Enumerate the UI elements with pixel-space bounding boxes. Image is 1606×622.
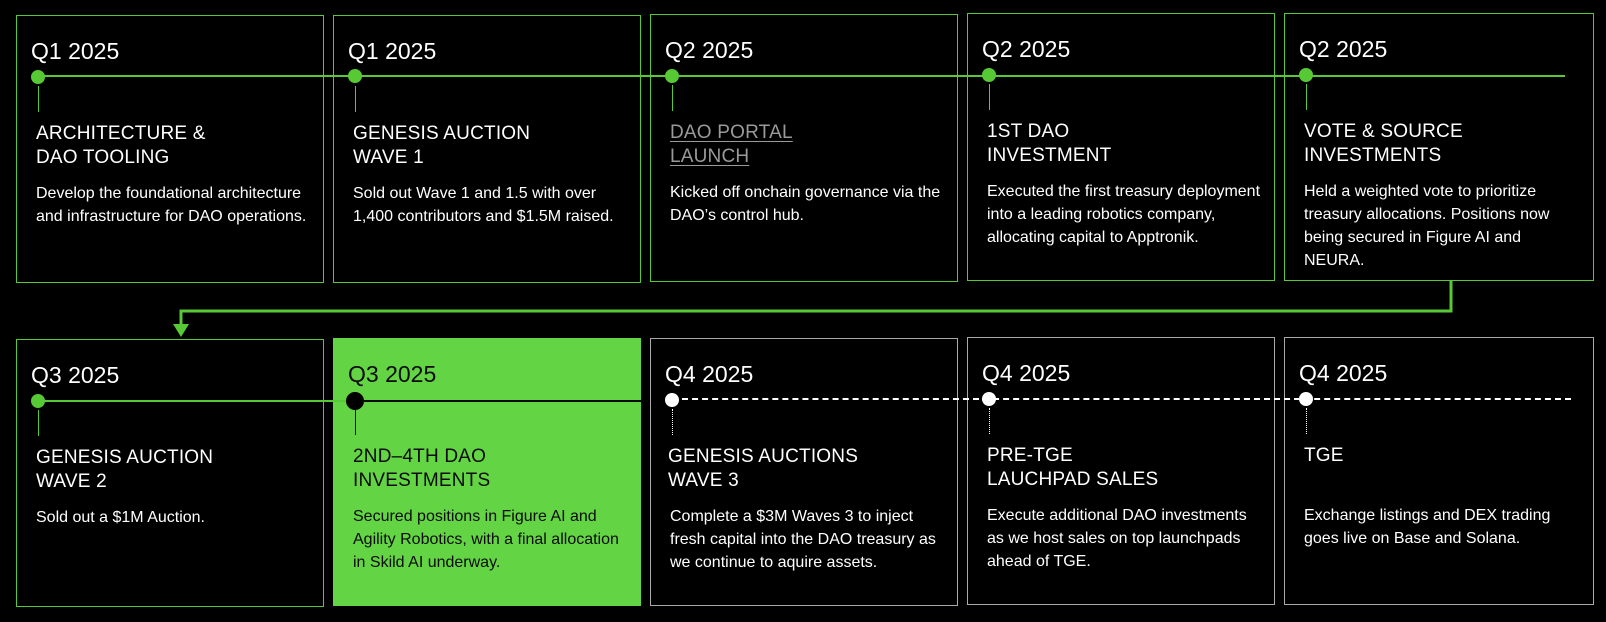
milestone-quarter: Q3 2025: [348, 361, 437, 387]
milestone-quarter: Q4 2025: [665, 361, 754, 387]
milestone-description: Sold out Wave 1 and 1.5 with over 1,400 …: [353, 185, 614, 225]
timeline-dot: [31, 70, 45, 84]
milestone-card-2: Q1 2025 GENESIS AUCTION WAVE 1 Sold out …: [333, 15, 641, 283]
milestone-quarter: Q2 2025: [982, 36, 1071, 62]
milestone-quarter: Q1 2025: [348, 38, 437, 64]
milestone-title: GENESIS AUCTION WAVE 2: [36, 447, 214, 492]
milestone-card-7-current: Q3 2025 2ND–4TH DAO INVESTMENTS Secured …: [333, 338, 641, 606]
timeline-line-row-1: [38, 75, 1565, 77]
milestone-stem: [38, 86, 39, 112]
milestone-stem: [355, 409, 356, 435]
milestone-card-5: Q2 2025 VOTE & SOURCE INVESTMENTS Held a…: [1284, 13, 1594, 281]
timeline-dot-upcoming: [982, 392, 996, 406]
milestone-description: Secured positions in Figure AI and Agili…: [353, 508, 619, 571]
milestone-title: TGE: [1304, 445, 1344, 466]
milestone-stem: [672, 409, 673, 435]
timeline-line-completed: [38, 400, 350, 402]
milestone-card-3: Q2 2025 DAO PORTAL LAUNCH Kicked off onc…: [650, 14, 958, 282]
milestone-description: Kicked off onchain governance via the DA…: [670, 184, 941, 224]
milestone-stem: [989, 84, 990, 110]
milestone-card-8: Q4 2025 GENESIS AUCTIONS WAVE 3 Complete…: [650, 338, 958, 606]
milestone-quarter: Q1 2025: [31, 38, 120, 64]
milestone-quarter: Q2 2025: [665, 37, 754, 63]
milestone-description: Develop the foundational architecture an…: [36, 185, 307, 225]
timeline-line-current: [356, 400, 642, 402]
milestone-card-6: Q3 2025 GENESIS AUCTION WAVE 2 Sold out …: [16, 339, 324, 607]
milestone-title: PRE-TGE LAUCHPAD SALES: [987, 445, 1159, 490]
milestone-title: 1ST DAO INVESTMENT: [987, 121, 1112, 166]
timeline-dot-upcoming: [1299, 392, 1313, 406]
timeline-dot: [665, 69, 679, 83]
milestone-stem: [38, 410, 39, 436]
milestone-stem: [1306, 408, 1307, 434]
dao-portal-launch-link[interactable]: DAO PORTAL LAUNCH: [670, 122, 793, 167]
timeline-dot-current: [346, 392, 364, 410]
milestone-description: Execute additional DAO investments as we…: [987, 507, 1247, 570]
milestone-card-9: Q4 2025 PRE-TGE LAUCHPAD SALES Execute a…: [967, 337, 1275, 605]
milestone-description: Sold out a $1M Auction.: [36, 509, 205, 526]
milestone-description: Executed the first treasury deployment i…: [987, 183, 1261, 246]
milestone-quarter: Q4 2025: [1299, 360, 1388, 386]
timeline-dot-upcoming: [665, 393, 679, 407]
milestone-stem: [989, 408, 990, 434]
milestone-title: GENESIS AUCTION WAVE 1: [353, 123, 531, 168]
milestone-stem: [672, 85, 673, 111]
milestone-stem: [1306, 84, 1307, 110]
timeline-dot: [1299, 68, 1313, 82]
milestone-card-4: Q2 2025 1ST DAO INVESTMENT Executed the …: [967, 13, 1275, 281]
milestone-card-1: Q1 2025 ARCHITECTURE & DAO TOOLING Devel…: [16, 15, 324, 283]
milestone-title: ARCHITECTURE & DAO TOOLING: [36, 123, 206, 168]
milestone-title: GENESIS AUCTIONS WAVE 3: [668, 446, 859, 491]
milestone-quarter: Q2 2025: [1299, 36, 1388, 62]
timeline-dot: [31, 394, 45, 408]
milestone-title: VOTE & SOURCE INVESTMENTS: [1304, 121, 1463, 166]
timeline-line-upcoming: [672, 398, 1571, 400]
milestone-quarter: Q3 2025: [31, 362, 120, 388]
timeline-dot: [982, 68, 996, 82]
milestone-title: 2ND–4TH DAO INVESTMENTS: [353, 446, 491, 491]
timeline-dot: [348, 69, 362, 83]
milestone-quarter: Q4 2025: [982, 360, 1071, 386]
milestone-description: Exchange listings and DEX trading goes l…: [1304, 507, 1551, 547]
milestone-stem: [355, 86, 356, 112]
milestone-description: Held a weighted vote to prioritize treas…: [1304, 183, 1550, 269]
milestone-description: Complete a $3M Waves 3 to inject fresh c…: [670, 508, 936, 571]
milestone-card-10: Q4 2025 TGE Exchange listings and DEX tr…: [1284, 337, 1594, 605]
